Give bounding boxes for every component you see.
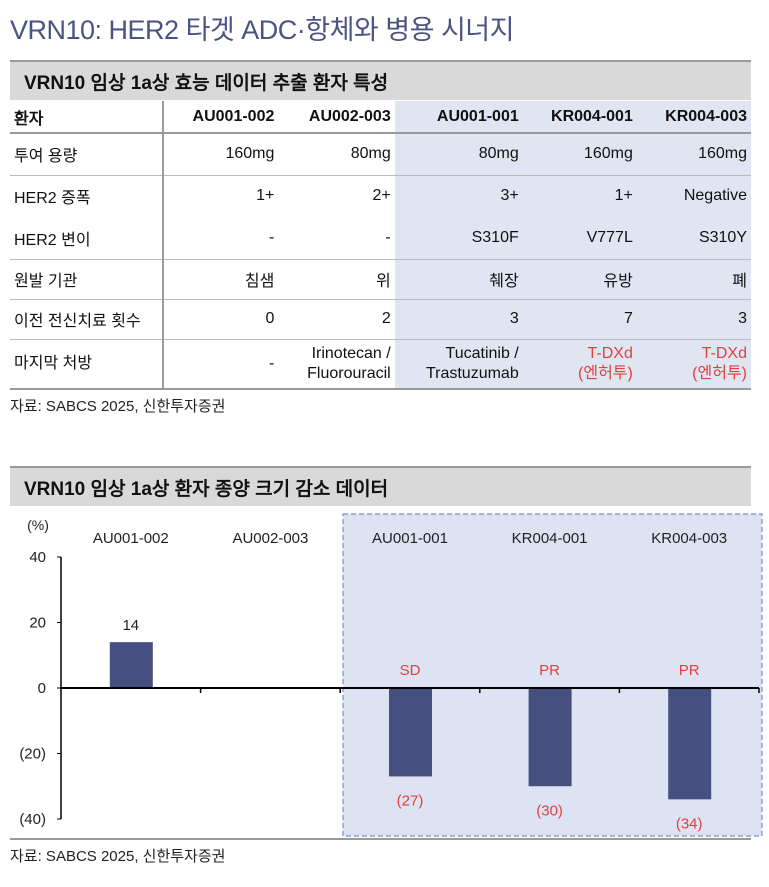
bar	[668, 688, 712, 800]
category-label: AU001-001	[372, 530, 448, 547]
y-tick-label: 20	[29, 615, 46, 632]
table-cell: 1+	[614, 187, 633, 205]
table-cell: 160mg	[163, 133, 279, 176]
chart-source: 자료: SABCS 2025, 신한투자증권	[10, 848, 226, 865]
table-cell: 2+	[372, 187, 391, 205]
category-label: AU002-003	[232, 530, 308, 547]
table-header-row: 환자 AU001-002 AU002-003 AU001-001 KR004-001 KR…	[10, 101, 751, 134]
table-cell: 위	[278, 259, 395, 300]
data-label: 14	[122, 617, 139, 634]
category-label: KR004-003	[651, 530, 727, 547]
table-cell: 췌장	[394, 259, 523, 300]
cell-line: (엔허투)	[692, 364, 747, 382]
cell-line: Trastuzumab	[425, 364, 519, 382]
cell-line: T-DXd	[701, 344, 747, 362]
chart-title: VRN10 임상 1a상 환자 종양 크기 감소 데이터	[10, 466, 751, 506]
cell-line: Irinotecan /	[311, 344, 391, 362]
y-tick-label: 40	[29, 549, 46, 566]
row-header-label: 환자	[10, 101, 164, 134]
cell-line: T-DXd	[587, 344, 633, 362]
page-title: VRN10: HER2 타겟 ADC·항체와 병용 시너지	[10, 15, 514, 45]
bar	[528, 688, 572, 787]
data-label: (34)	[676, 815, 703, 832]
table-cell: 160mg	[522, 133, 637, 176]
table-source: 자료: SABCS 2025, 신한투자증권	[10, 398, 226, 415]
y-tick-label: (40)	[19, 811, 46, 828]
table-cell: 80mg	[278, 133, 395, 176]
table-row: 마지막 처방 - Irinotecan / Fluorouracil Tucatinib…	[10, 339, 751, 390]
table-cell: 2	[278, 299, 395, 340]
y-tick-label: (20)	[19, 746, 46, 763]
table-cell: 7	[522, 299, 637, 340]
table-cell: 침샘	[163, 259, 279, 300]
cell-line: -	[269, 354, 275, 372]
data-label: (30)	[536, 802, 563, 819]
table-cell: -	[163, 339, 279, 390]
y-tick-label: 0	[38, 680, 46, 697]
table-cell: V777L	[522, 217, 637, 260]
table-cell: Tucatinib / Trastuzumab	[394, 339, 523, 390]
cell-line: Fluorouracil	[307, 364, 391, 382]
column-header: AU002-003	[278, 101, 395, 134]
table-cell: -	[163, 217, 279, 260]
table-cell: Negative	[683, 187, 747, 205]
table-cell: 3	[394, 299, 523, 340]
y-axis-unit: (%)	[27, 517, 49, 533]
table-cell: T-DXd (엔허투)	[522, 339, 637, 390]
table-cell: S310Y	[636, 217, 751, 260]
row-label: 이전 전신치료 횟수	[10, 299, 164, 340]
bar	[389, 688, 432, 777]
row-label: 원발 기관	[10, 259, 164, 300]
column-header: AU001-002	[163, 101, 279, 134]
row-label: 투여 용량	[10, 133, 164, 176]
table-row: 투여 용량 160mg 80mg 80mg 160mg 160mg	[10, 133, 751, 176]
response-label: PR	[679, 662, 700, 679]
table-row: 이전 전신치료 횟수 0 2 3 7 3	[10, 299, 751, 340]
data-label: (27)	[397, 792, 424, 809]
table-cell: 유방	[522, 259, 637, 300]
table-cell: 0	[163, 299, 279, 340]
column-header: AU001-001	[394, 101, 523, 134]
cell-line: Tucatinib /	[445, 344, 519, 362]
row-label: HER2 증폭	[10, 175, 164, 217]
table-cell: 3+	[500, 187, 519, 205]
row-label: HER2 변이	[10, 217, 164, 260]
table-row: 원발 기관 침샘 위 췌장 유방 폐	[10, 259, 751, 300]
patient-table: 환자 AU001-002 AU002-003 AU001-001 KR004-001 KR…	[10, 101, 751, 390]
row-label: 마지막 처방	[10, 339, 164, 390]
table-row: HER2 변이 - - S310F V777L S310Y	[10, 217, 751, 260]
cell-line: (엔허투)	[578, 364, 633, 382]
table-cell: 1+	[256, 187, 275, 205]
tumor-reduction-chart: (%) 40 20 0 (20) (40) AU001-002 14 AU002-003 AU00…	[10, 513, 763, 840]
column-header: KR004-001	[522, 101, 637, 134]
table-cell: T-DXd (엔허투)	[636, 339, 751, 390]
table-title: VRN10 임상 1a상 효능 데이터 추출 환자 특성	[10, 60, 751, 100]
response-label: PR	[539, 662, 560, 679]
table-cell: 80mg	[394, 133, 523, 176]
table-cell: S310F	[394, 217, 523, 260]
table-row: HER2 증폭 1+ 2+ 3+ 1+ Negative	[10, 175, 751, 217]
bar	[109, 642, 153, 688]
category-label: KR004-001	[512, 530, 588, 547]
table-cell: 폐	[636, 259, 751, 300]
response-label: SD	[400, 662, 421, 679]
table-cell: 3	[636, 299, 751, 340]
category-label: AU001-002	[93, 530, 169, 547]
table-cell: -	[278, 217, 395, 260]
table-cell: 160mg	[636, 133, 751, 176]
column-header: KR004-003	[636, 101, 751, 134]
table-cell: Irinotecan / Fluorouracil	[278, 339, 395, 390]
